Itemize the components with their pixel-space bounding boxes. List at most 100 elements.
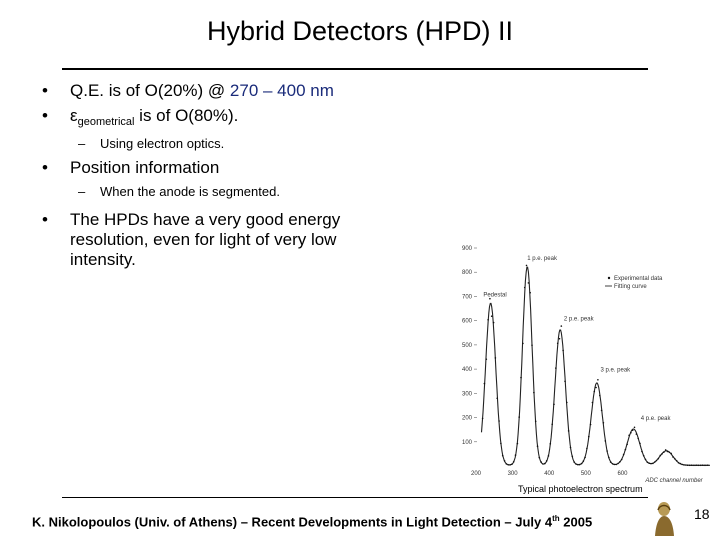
data-point xyxy=(657,457,660,460)
data-point xyxy=(701,464,704,466)
x-axis-label: ADC channel number xyxy=(644,478,703,484)
data-point xyxy=(686,464,689,466)
data-point xyxy=(653,461,656,463)
data-point xyxy=(503,460,506,462)
data-point xyxy=(620,458,623,461)
figure-caption: Typical photoelectron spectrum xyxy=(518,484,643,494)
data-point xyxy=(489,297,491,300)
bullet-qe: • Q.E. is of O(20%) @ 270 – 400 nm xyxy=(42,81,334,101)
data-point xyxy=(668,451,671,454)
y-tick-label: 600 xyxy=(462,319,473,325)
peak-annotation: 3 p.e. peak xyxy=(600,368,631,374)
data-point xyxy=(591,401,594,404)
data-point xyxy=(663,451,665,453)
y-tick-label: 200 xyxy=(462,416,473,422)
dash-marker: – xyxy=(78,136,86,151)
data-point xyxy=(685,464,687,466)
bullet-position-text: Position information xyxy=(70,158,220,177)
data-point xyxy=(560,325,563,327)
data-point xyxy=(624,448,627,451)
legend-label: Fitting curve xyxy=(614,284,647,290)
data-point xyxy=(641,450,643,453)
data-point xyxy=(509,464,511,466)
bullet-resolution-line-1: The HPDs have a very good energy xyxy=(70,210,341,229)
data-point xyxy=(705,464,707,467)
data-point xyxy=(501,454,504,457)
data-point xyxy=(586,447,588,450)
dash-marker: – xyxy=(78,184,86,199)
data-point xyxy=(664,449,667,451)
bullet-resolution-line-2: resolution, even for light of very low xyxy=(70,230,337,249)
data-point xyxy=(531,344,533,346)
data-point xyxy=(639,442,641,445)
bullet-geometrical-text: is of O(80%). xyxy=(134,106,239,125)
data-point xyxy=(615,463,617,466)
data-point xyxy=(696,464,698,466)
data-point xyxy=(595,386,597,389)
legend-label: Experimental data xyxy=(614,276,663,282)
data-point xyxy=(492,321,495,324)
data-point xyxy=(498,420,500,422)
data-point xyxy=(703,464,705,467)
data-point xyxy=(699,464,702,467)
data-point xyxy=(566,401,568,404)
data-point xyxy=(650,462,652,465)
data-point xyxy=(485,358,488,360)
data-point xyxy=(487,319,489,321)
x-tick-label: 200 xyxy=(471,471,482,477)
photoelectron-spectrum-chart: 900 800 700 600 500 400 300 200 100 200 300 400 500… xyxy=(462,246,710,484)
bullet-position: • Position information xyxy=(42,158,220,178)
data-point xyxy=(481,417,484,420)
sub-bullet-text: Using electron optics. xyxy=(100,136,225,151)
bullet-dot: • xyxy=(42,106,48,125)
data-point xyxy=(553,403,555,406)
data-point xyxy=(630,431,632,434)
y-tick-label: 800 xyxy=(462,270,473,276)
data-point xyxy=(674,458,676,460)
data-point xyxy=(683,464,685,466)
data-point xyxy=(619,461,621,463)
data-point xyxy=(555,367,557,369)
data-point xyxy=(523,286,526,289)
sub-bullet-anode: – When the anode is segmented. xyxy=(78,184,280,200)
peak-annotation: Pedestal xyxy=(483,292,506,298)
page-number: 18 xyxy=(694,506,710,522)
data-point xyxy=(606,450,608,452)
data-point xyxy=(500,442,502,445)
data-point xyxy=(520,376,522,379)
data-point xyxy=(578,463,581,466)
data-point xyxy=(661,453,663,455)
x-tick-label: 300 xyxy=(508,471,519,477)
data-point xyxy=(688,464,691,467)
footer-main: K. Nikolopoulos (Univ. of Athens) – Rece… xyxy=(32,514,553,530)
data-point xyxy=(571,455,574,458)
title-rule xyxy=(62,68,648,70)
data-point xyxy=(694,464,696,467)
data-point xyxy=(588,435,590,438)
data-point xyxy=(573,461,575,463)
x-tick-label: 500 xyxy=(581,471,592,477)
data-point xyxy=(692,464,694,467)
data-point xyxy=(631,429,634,432)
sub-bullet-electron-optics: – Using electron optics. xyxy=(78,136,225,152)
data-point xyxy=(518,416,520,418)
data-point xyxy=(490,315,493,317)
y-tick-label: 100 xyxy=(462,440,473,446)
data-point xyxy=(611,463,614,465)
footer-year: 2005 xyxy=(559,514,593,530)
legend-marker-data xyxy=(607,276,611,280)
data-point xyxy=(511,463,513,465)
data-point xyxy=(562,349,564,352)
data-point xyxy=(600,409,603,412)
bullet-resolution-line-3: intensity. xyxy=(70,250,136,269)
data-point xyxy=(494,357,497,359)
data-point xyxy=(584,456,586,459)
data-point xyxy=(567,430,570,432)
data-point xyxy=(659,454,661,457)
data-point xyxy=(577,463,579,466)
data-point xyxy=(580,462,583,465)
footer-sup: th xyxy=(552,514,560,523)
data-point xyxy=(666,450,669,453)
data-point xyxy=(593,390,596,393)
data-point xyxy=(672,456,674,458)
